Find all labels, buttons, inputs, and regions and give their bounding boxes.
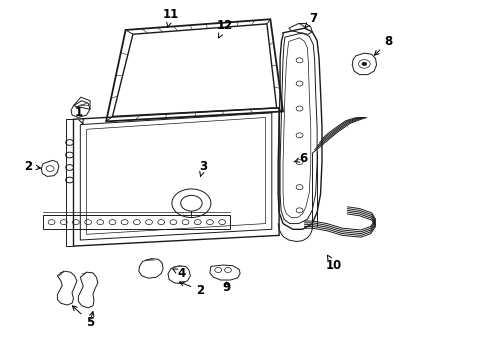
- Circle shape: [362, 62, 367, 66]
- Text: 3: 3: [199, 160, 208, 176]
- Text: 8: 8: [374, 35, 393, 55]
- Text: 6: 6: [294, 152, 308, 165]
- Text: 1: 1: [74, 105, 83, 124]
- Text: 5: 5: [73, 306, 94, 329]
- Text: 2: 2: [24, 160, 41, 173]
- Text: 2: 2: [179, 282, 204, 297]
- Text: 7: 7: [304, 12, 317, 28]
- Text: 9: 9: [222, 281, 231, 294]
- Text: 4: 4: [172, 267, 186, 280]
- Text: 10: 10: [325, 255, 342, 271]
- Text: 12: 12: [217, 19, 233, 38]
- Text: 11: 11: [162, 9, 178, 27]
